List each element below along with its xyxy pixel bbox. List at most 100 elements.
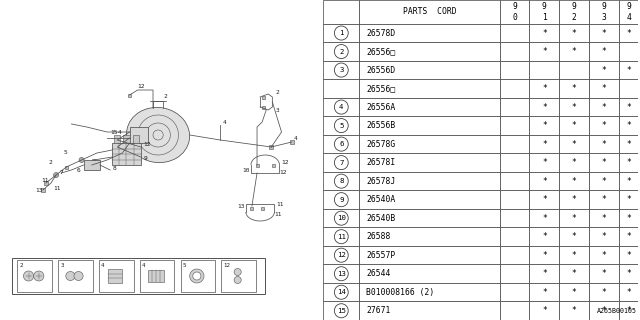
Bar <box>589 283 619 301</box>
Text: *: * <box>626 177 631 186</box>
Text: *: * <box>626 66 631 75</box>
Bar <box>619 190 638 209</box>
Text: 10: 10 <box>243 167 250 172</box>
Bar <box>262 106 265 108</box>
Bar <box>529 0 559 24</box>
Text: *: * <box>542 140 547 148</box>
Text: 2: 2 <box>49 159 52 164</box>
Bar <box>589 209 619 228</box>
Circle shape <box>334 26 348 40</box>
Text: 12: 12 <box>223 263 230 268</box>
Bar <box>323 61 360 79</box>
Text: 26578D: 26578D <box>367 28 396 37</box>
Bar <box>260 206 264 210</box>
Text: *: * <box>602 140 607 148</box>
Bar <box>269 145 273 149</box>
Bar <box>589 98 619 116</box>
Bar <box>619 0 638 24</box>
Bar <box>559 116 589 135</box>
Text: *: * <box>626 121 631 130</box>
Circle shape <box>334 100 348 114</box>
Bar <box>619 79 638 98</box>
Bar <box>529 209 559 228</box>
Text: 9: 9 <box>144 156 148 161</box>
Text: *: * <box>572 269 577 278</box>
Circle shape <box>334 193 348 207</box>
Bar <box>65 165 68 169</box>
Bar <box>589 190 619 209</box>
Bar <box>589 301 619 320</box>
Bar <box>559 190 589 209</box>
Text: *: * <box>572 232 577 241</box>
Text: *: * <box>602 28 607 37</box>
Bar <box>360 264 500 283</box>
Bar <box>619 42 638 61</box>
Text: *: * <box>602 158 607 167</box>
Circle shape <box>334 230 348 244</box>
Bar <box>619 153 638 172</box>
Text: 12: 12 <box>282 161 289 165</box>
Text: 26540B: 26540B <box>367 214 396 223</box>
Bar <box>360 79 500 98</box>
Bar <box>589 135 619 153</box>
Text: 2: 2 <box>339 49 344 54</box>
Bar <box>619 283 638 301</box>
Bar <box>99 260 134 292</box>
Bar <box>529 61 559 79</box>
Text: *: * <box>602 177 607 186</box>
Circle shape <box>334 174 348 188</box>
Text: *: * <box>572 251 577 260</box>
Bar <box>360 283 500 301</box>
Bar <box>619 246 638 264</box>
Text: *: * <box>542 177 547 186</box>
Text: *: * <box>602 306 607 315</box>
Text: 26557P: 26557P <box>367 251 396 260</box>
Bar <box>619 301 638 320</box>
Bar <box>84 160 100 170</box>
Text: *: * <box>626 140 631 148</box>
Bar <box>500 190 529 209</box>
Text: 13: 13 <box>237 204 245 210</box>
Bar <box>323 98 360 116</box>
Bar <box>500 228 529 246</box>
Text: *: * <box>572 195 577 204</box>
Bar <box>559 228 589 246</box>
Bar <box>500 79 529 98</box>
Text: 4: 4 <box>339 104 344 110</box>
Text: 14: 14 <box>337 289 346 295</box>
Text: 11: 11 <box>275 212 282 217</box>
Bar <box>323 283 360 301</box>
Bar <box>500 246 529 264</box>
Bar <box>619 116 638 135</box>
Bar <box>17 260 52 292</box>
Text: 11: 11 <box>53 187 61 191</box>
Text: 8: 8 <box>339 178 344 184</box>
Text: 12: 12 <box>337 252 346 258</box>
Bar <box>323 172 360 190</box>
Circle shape <box>234 268 241 276</box>
Bar <box>529 190 559 209</box>
Bar <box>529 172 559 190</box>
Circle shape <box>334 304 348 318</box>
Bar <box>529 228 559 246</box>
Bar <box>360 172 500 190</box>
Bar <box>360 61 500 79</box>
Bar <box>559 0 589 24</box>
Bar <box>529 283 559 301</box>
Text: 9
4: 9 4 <box>626 2 631 21</box>
Bar <box>559 98 589 116</box>
Circle shape <box>34 271 44 281</box>
Text: 9: 9 <box>339 197 344 203</box>
Bar <box>529 24 559 42</box>
Bar <box>115 135 120 143</box>
Text: 1: 1 <box>333 149 336 155</box>
Text: *: * <box>602 288 607 297</box>
Bar <box>500 264 529 283</box>
Bar <box>500 283 529 301</box>
Bar <box>360 98 500 116</box>
Text: 9
3: 9 3 <box>602 2 607 21</box>
Bar <box>250 206 253 210</box>
Bar <box>58 260 93 292</box>
Text: *: * <box>542 251 547 260</box>
Text: *: * <box>626 28 631 37</box>
